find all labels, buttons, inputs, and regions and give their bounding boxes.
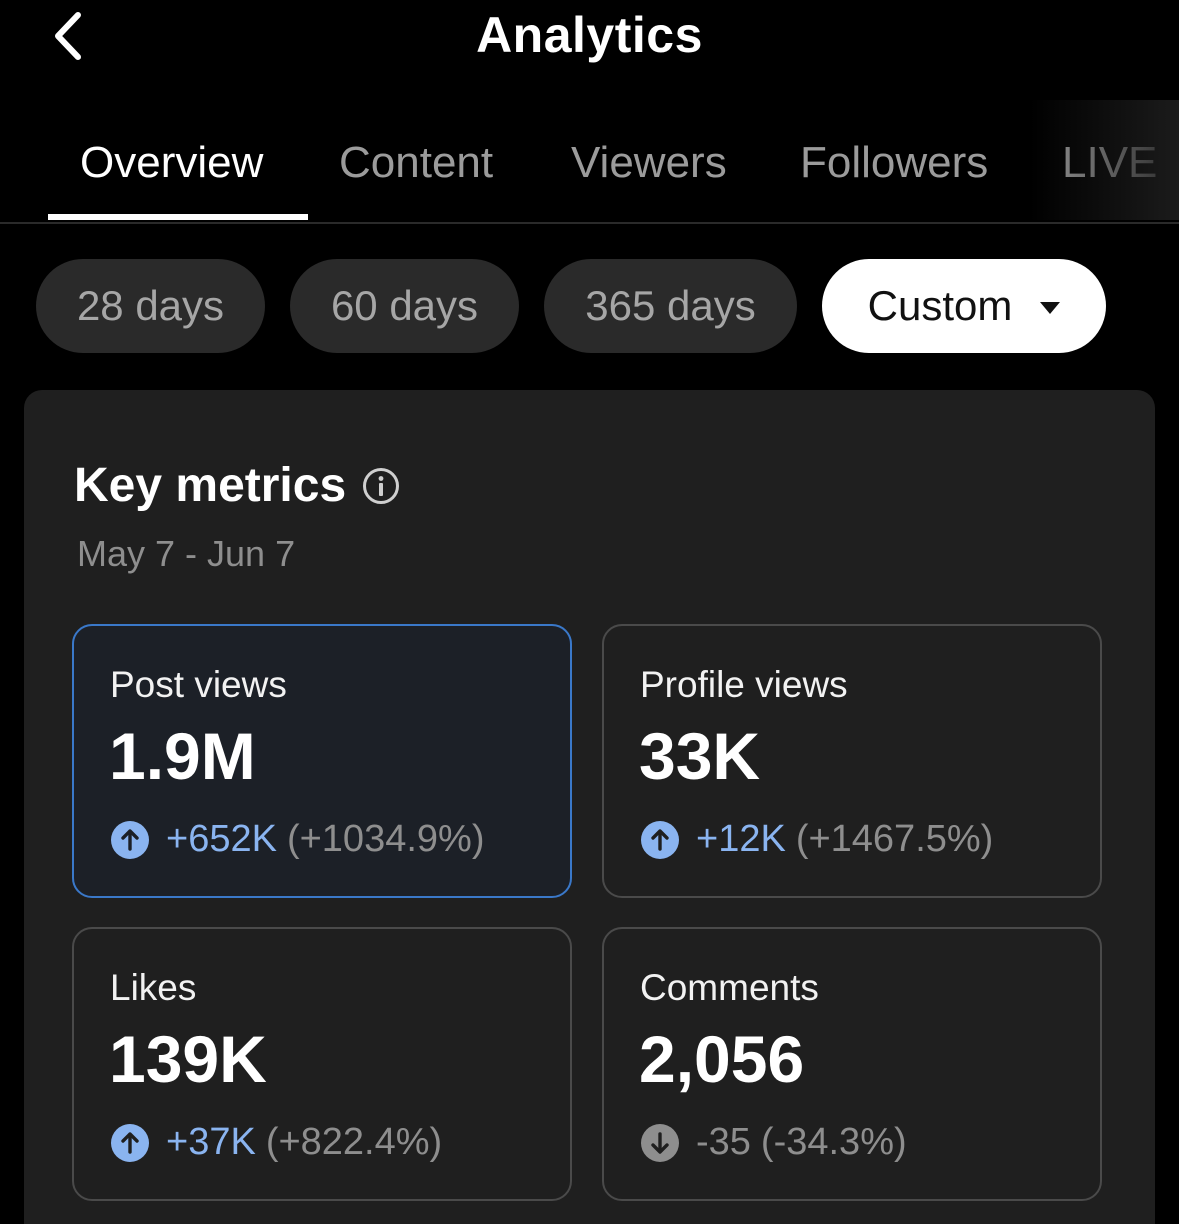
metric-change: +12K (+1467.5%) <box>640 818 993 861</box>
back-button[interactable] <box>40 6 96 66</box>
filter-custom-dropdown[interactable]: Custom <box>822 259 1106 353</box>
caret-down-icon <box>1040 302 1061 314</box>
metric-change: +652K (+1034.9%) <box>110 818 484 861</box>
arrow-down-circle-icon <box>641 1123 679 1162</box>
metric-label: Profile views <box>640 664 848 705</box>
tab-live[interactable]: LIVE <box>1062 138 1158 187</box>
header: Analytics <box>0 0 1179 80</box>
chevron-left-icon <box>55 12 81 60</box>
tab-overview[interactable]: Overview <box>80 138 264 187</box>
metric-value: 139K <box>109 1022 267 1096</box>
metric-card-comments[interactable]: Comments 2,056 -35 (-34.3%) <box>602 927 1102 1201</box>
tab-content[interactable]: Content <box>339 138 494 187</box>
filter-label: Custom <box>867 282 1013 329</box>
metric-label: Post views <box>110 664 287 705</box>
info-icon[interactable] <box>362 467 400 505</box>
metric-card-profile-views[interactable]: Profile views 33K +12K (+1467.5%) <box>602 624 1102 898</box>
metric-delta: +12K <box>696 818 786 860</box>
filter-label: 28 days <box>76 282 225 329</box>
filter-28-days[interactable]: 28 days <box>36 259 265 353</box>
metric-delta: +652K <box>166 818 277 860</box>
metric-card-post-views[interactable]: Post views 1.9M +652K (+1034.9%) <box>72 624 572 898</box>
section-title: Key metrics <box>74 458 400 513</box>
filter-label: 60 days <box>330 282 479 329</box>
metric-percent: (-34.3%) <box>760 1121 907 1163</box>
metric-label: Likes <box>110 967 197 1008</box>
metric-value: 2,056 <box>639 1022 805 1096</box>
filter-60-days[interactable]: 60 days <box>290 259 519 353</box>
key-metrics-panel: Key metrics May 7 - Jun 7 Post views 1.9… <box>24 390 1155 1224</box>
filter-365-days[interactable]: 365 days <box>544 259 797 353</box>
metric-change: +37K (+822.4%) <box>110 1121 442 1164</box>
metric-change: -35 (-34.3%) <box>640 1121 907 1164</box>
metric-value: 1.9M <box>109 719 256 793</box>
metric-percent: (+822.4%) <box>265 1121 443 1163</box>
metric-percent: (+1467.5%) <box>795 818 994 860</box>
arrow-up-circle-icon <box>111 820 149 859</box>
date-range: May 7 - Jun 7 <box>77 533 296 574</box>
metric-card-likes[interactable]: Likes 139K +37K (+822.4%) <box>72 927 572 1201</box>
metric-delta: -35 <box>696 1121 751 1163</box>
arrow-up-circle-icon <box>111 1123 149 1162</box>
active-tab-indicator <box>48 214 308 220</box>
tab-bar: Overview Content Viewers Followers LIVE <box>0 100 1179 224</box>
arrow-up-circle-icon <box>641 820 679 859</box>
metric-value: 33K <box>639 719 761 793</box>
tab-followers[interactable]: Followers <box>800 138 989 187</box>
metric-label: Comments <box>640 967 819 1008</box>
metric-delta: +37K <box>166 1121 256 1163</box>
tab-viewers[interactable]: Viewers <box>571 138 727 187</box>
metric-percent: (+1034.9%) <box>286 818 485 860</box>
section-title-text: Key metrics <box>74 459 347 512</box>
page-title: Analytics <box>476 7 703 63</box>
filter-label: 365 days <box>585 282 756 329</box>
